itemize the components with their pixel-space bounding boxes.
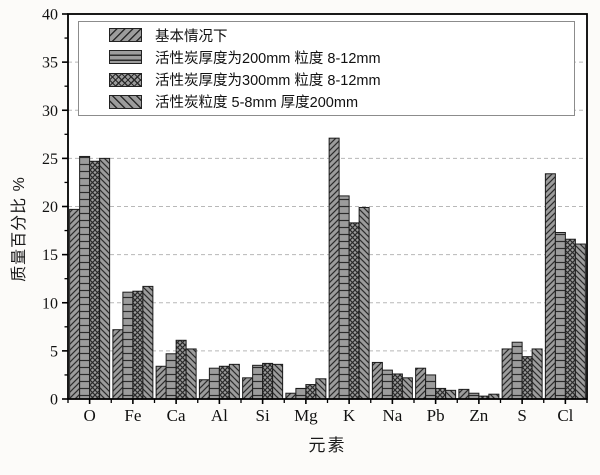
legend-label: 基本情况下: [155, 28, 228, 45]
y-tick-label: 25: [42, 151, 58, 168]
bar: [521, 356, 533, 400]
legend: 基本情况下 活性炭厚度为200mm 粒度 8-12mm 活性炭厚度为300mm …: [78, 21, 575, 116]
bar: [544, 173, 556, 400]
legend-entry-300mm-8-12mm: 活性炭厚度为300mm 粒度 8-12mm: [79, 69, 574, 91]
y-tick-label: 5: [50, 343, 58, 360]
bar: [89, 160, 101, 400]
bar: [112, 329, 124, 400]
bar: [574, 243, 586, 400]
bar: [132, 290, 144, 400]
bar: [564, 238, 576, 400]
bar: [99, 157, 111, 400]
legend-swatch-crosshatch-icon: [109, 72, 142, 87]
y-tick-label: 15: [42, 247, 58, 264]
bar: [228, 363, 240, 400]
y-tick-label: 35: [42, 55, 58, 72]
bar: [155, 365, 167, 400]
bar: [445, 389, 457, 400]
legend-label: 活性炭粒度 5-8mm 厚度200mm: [155, 95, 359, 112]
bar: [79, 155, 91, 400]
bar: [242, 377, 254, 400]
bar: [554, 231, 566, 400]
y-axis-title: 质量百分比 %: [11, 176, 28, 282]
bar: [272, 363, 284, 400]
bar: [381, 369, 393, 400]
bar: [305, 384, 317, 400]
legend-entry-5-8mm-200mm: 活性炭粒度 5-8mm 厚度200mm: [79, 91, 574, 113]
bar: [358, 206, 370, 400]
bar: [401, 377, 413, 400]
x-category-label: Al: [211, 406, 228, 425]
x-category-label: O: [83, 406, 95, 425]
bar: [531, 348, 543, 400]
legend-entry-baseline: 基本情况下: [79, 24, 574, 46]
bar: [295, 387, 307, 400]
x-category-label: Na: [382, 406, 402, 425]
bar: [198, 379, 210, 400]
bar: [165, 353, 177, 400]
x-category-label: S: [517, 406, 526, 425]
bar: [208, 367, 220, 400]
legend-swatch-horizontal-icon: [109, 50, 142, 65]
bar: [415, 367, 427, 400]
x-category-label: Ca: [167, 406, 186, 425]
bar: [218, 365, 230, 400]
bar: [315, 378, 327, 400]
x-category-label: Cl: [557, 406, 573, 425]
x-category-label: Zn: [469, 406, 488, 425]
y-tick-label: 20: [42, 199, 58, 216]
bar: [328, 137, 340, 400]
bar: [348, 222, 360, 400]
bar: [185, 348, 197, 400]
y-tick-label: 0: [50, 392, 58, 409]
bar: [252, 364, 264, 400]
bar: [511, 341, 523, 400]
x-category-label: Pb: [427, 406, 445, 425]
x-category-label: Si: [256, 406, 270, 425]
y-tick-label: 30: [42, 103, 58, 120]
bar: [175, 339, 187, 400]
x-category-label: K: [343, 406, 356, 425]
x-axis-title: 元素: [308, 436, 347, 455]
legend-label: 活性炭厚度为300mm 粒度 8-12mm: [155, 73, 381, 90]
x-category-label: Fe: [124, 406, 141, 425]
bar: [501, 348, 513, 400]
legend-swatch-diagonal-back-icon: [109, 94, 142, 109]
bar: [262, 362, 274, 400]
legend-swatch-diagonal-forward-icon: [109, 28, 142, 43]
bar: [142, 285, 154, 400]
bar: [391, 373, 403, 400]
bar: [69, 208, 81, 400]
bar: [435, 387, 447, 400]
bar: [458, 388, 470, 400]
bar: [122, 291, 134, 400]
legend-entry-200mm-8-12mm: 活性炭厚度为200mm 粒度 8-12mm: [79, 46, 574, 68]
bar: [338, 195, 350, 400]
bar: [425, 374, 437, 400]
y-tick-label: 10: [42, 295, 58, 312]
y-tick-label: 40: [42, 7, 58, 24]
x-category-label: Mg: [294, 406, 318, 425]
legend-label: 活性炭厚度为200mm 粒度 8-12mm: [155, 50, 381, 67]
bar: [371, 361, 383, 400]
